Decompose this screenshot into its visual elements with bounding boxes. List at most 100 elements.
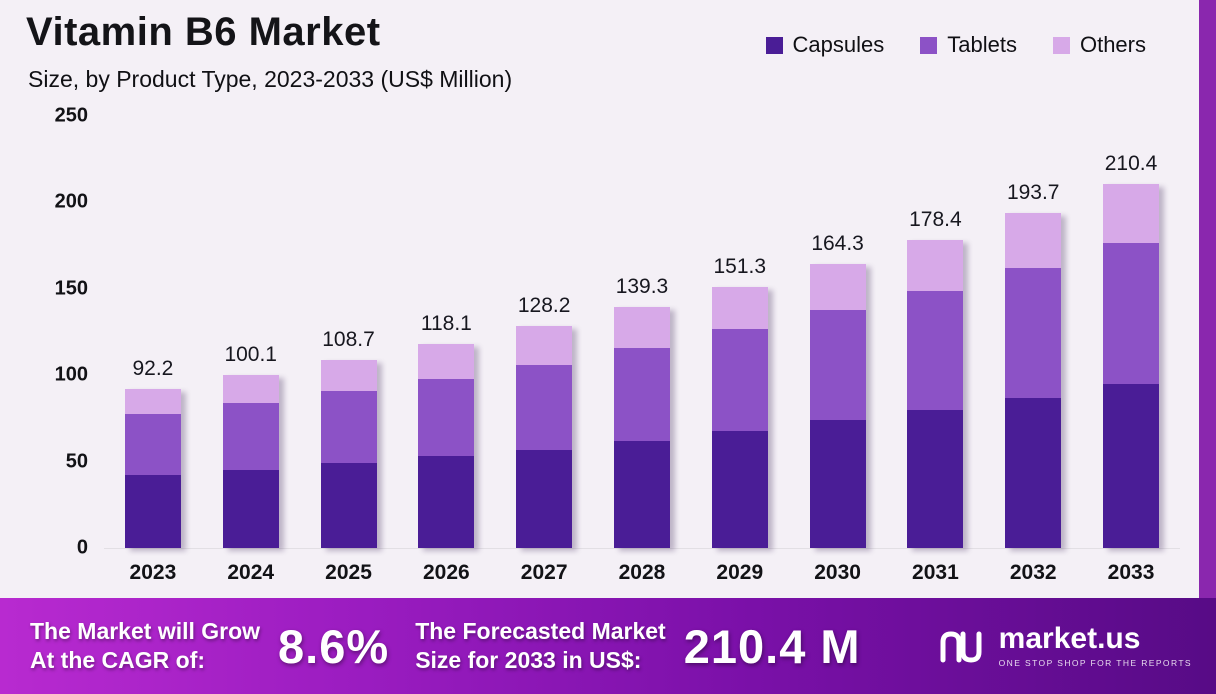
bar-slot: 118.1 — [397, 116, 495, 548]
x-axis-row: 2023 2024 2025 2026 2027 2028 2029 2030 2031 2032… — [104, 561, 1180, 585]
bar-segment-tablets — [516, 364, 573, 450]
bar-slot: 164.3 — [789, 116, 887, 548]
bar-stack — [516, 326, 573, 548]
cagr-label: The Market will Grow At the CAGR of: — [30, 618, 261, 673]
bar-total-label: 128.2 — [517, 294, 571, 318]
brand-tagline: ONE STOP SHOP FOR THE REPORTS — [998, 658, 1192, 668]
bar-segment-capsules — [809, 420, 866, 548]
y-tick-label: 100 — [54, 363, 88, 386]
legend-item-tablets: Tablets — [920, 32, 1017, 58]
bar-segment-others — [1103, 184, 1160, 244]
bar-slot: 151.3 — [691, 116, 789, 548]
bar-segment-others — [613, 307, 670, 348]
bar-stack — [1103, 184, 1160, 548]
bar-segment-tablets — [320, 390, 377, 464]
footer-banner: The Market will Grow At the CAGR of: 8.6… — [0, 598, 1216, 694]
bar-segment-capsules — [1005, 397, 1062, 548]
chart-section: Vitamin B6 Market Size, by Product Type,… — [26, 0, 1216, 598]
bar-segment-others — [222, 375, 279, 403]
bar-stack — [320, 360, 377, 548]
bar-segment-capsules — [516, 449, 573, 548]
bar-segment-others — [320, 360, 377, 391]
bar-segment-others — [516, 326, 573, 365]
bar-segment-others — [809, 264, 866, 311]
y-tick-label: 150 — [54, 277, 88, 300]
x-axis-label: 2032 — [1009, 561, 1057, 584]
bar-segment-capsules — [907, 409, 964, 548]
x-axis-label: 2033 — [1107, 561, 1155, 584]
legend-swatch-others-icon — [1052, 36, 1070, 54]
bar-slot: 100.1 — [202, 116, 300, 548]
bar-slot: 92.2 — [104, 116, 202, 548]
page-subtitle: Size, by Product Type, 2023-2033 (US$ Mi… — [28, 66, 513, 92]
bar-slot: 178.4 — [887, 116, 985, 548]
bar-segment-capsules — [418, 456, 475, 548]
bar-segment-tablets — [1005, 268, 1062, 398]
bar-stack — [1005, 213, 1062, 548]
marketus-logo: market.us ONE STOP SHOP FOR THE REPORTS — [937, 624, 1192, 668]
x-axis-label: 2025 — [325, 561, 372, 584]
bar-segment-capsules — [124, 475, 181, 548]
forecast-value: 210.4 M — [683, 619, 861, 673]
bar-total-label: 118.1 — [420, 311, 472, 335]
x-axis-label: 2024 — [227, 561, 275, 584]
legend-item-others: Others — [1052, 32, 1146, 58]
bar-segment-tablets — [711, 329, 768, 431]
x-axis-label: 2027 — [520, 561, 568, 584]
bar-segment-tablets — [907, 290, 964, 410]
bar-segment-others — [711, 286, 768, 330]
bar-segment-capsules — [320, 463, 377, 548]
bar-segment-tablets — [418, 378, 475, 457]
bar-slot: 193.7 — [984, 116, 1082, 548]
bar-segment-others — [1005, 213, 1062, 269]
bar-slot: 139.3 — [593, 116, 691, 548]
bar-segment-tablets — [809, 310, 866, 421]
legend-item-capsules: Capsules — [765, 32, 885, 58]
y-tick-label: 250 — [54, 104, 88, 127]
bar-segment-capsules — [222, 470, 279, 548]
marketus-brand-text: market.us ONE STOP SHOP FOR THE REPORTS — [998, 622, 1192, 669]
bar-stack — [711, 286, 768, 548]
page-title: Vitamin B6 Market — [26, 10, 381, 54]
y-axis: 0 50 100 150 200 250 — [30, 105, 88, 559]
bar-slot: 108.7 — [300, 116, 398, 548]
x-axis-label: 2030 — [814, 561, 861, 584]
bar-stack — [809, 264, 866, 548]
bar-segment-tablets — [613, 347, 670, 441]
bar-total-label: 108.7 — [322, 328, 375, 352]
legend-label-capsules: Capsules — [792, 32, 885, 57]
bar-stack — [907, 239, 964, 548]
x-axis-label: 2028 — [618, 561, 666, 584]
right-accent-stripe — [1199, 0, 1216, 598]
bar-total-label: 139.3 — [615, 275, 669, 299]
bar-stack — [613, 307, 670, 548]
legend-swatch-tablets-icon — [920, 36, 938, 54]
bar-total-label: 178.4 — [909, 207, 962, 231]
marketus-logo-icon — [940, 631, 982, 663]
y-tick-label: 200 — [54, 190, 88, 213]
bar-stack — [418, 343, 475, 548]
plot-area: 92.2 100.1 108.7 118.1 128.2 139.3 151.3 164.3 1… — [104, 116, 1180, 549]
bar-total-label: 210.4 — [1104, 152, 1158, 176]
x-axis-label: 2031 — [912, 561, 959, 584]
bar-segment-capsules — [1103, 383, 1160, 548]
bar-stack — [124, 388, 181, 548]
legend-label-others: Others — [1079, 32, 1146, 57]
bar-segment-capsules — [613, 440, 670, 548]
bar-total-label: 193.7 — [1006, 181, 1060, 205]
legend-swatch-capsules-icon — [765, 36, 783, 54]
brand-name: market.us — [998, 622, 1141, 655]
bar-total-label: 92.2 — [132, 356, 174, 380]
x-axis-label: 2026 — [422, 561, 470, 584]
legend: Capsules Tablets Others — [765, 32, 1146, 58]
forecast-label: The Forecasted Market Size for 2033 in U… — [415, 618, 666, 673]
bar-slot: 210.4 — [1082, 116, 1180, 548]
chart: 0 50 100 150 200 250 92.2 100.1 108.7 118.1 128.2… — [30, 105, 1180, 585]
bar-total-label: 164.3 — [811, 232, 864, 256]
x-axis-label: 2023 — [129, 561, 177, 584]
bar-segment-others — [418, 343, 475, 379]
x-axis-label: 2029 — [716, 561, 764, 584]
bar-total-label: 100.1 — [224, 343, 277, 367]
y-tick-label: 0 — [76, 536, 88, 559]
